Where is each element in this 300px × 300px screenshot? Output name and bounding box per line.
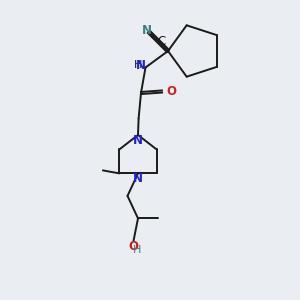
Text: N: N xyxy=(133,172,143,185)
Text: O: O xyxy=(167,85,176,98)
Text: N: N xyxy=(142,24,152,37)
Text: N: N xyxy=(133,134,143,147)
Text: H: H xyxy=(134,60,142,70)
Text: N: N xyxy=(136,59,146,73)
Text: H: H xyxy=(133,245,141,256)
Text: O: O xyxy=(128,240,139,253)
Text: C: C xyxy=(157,35,166,48)
